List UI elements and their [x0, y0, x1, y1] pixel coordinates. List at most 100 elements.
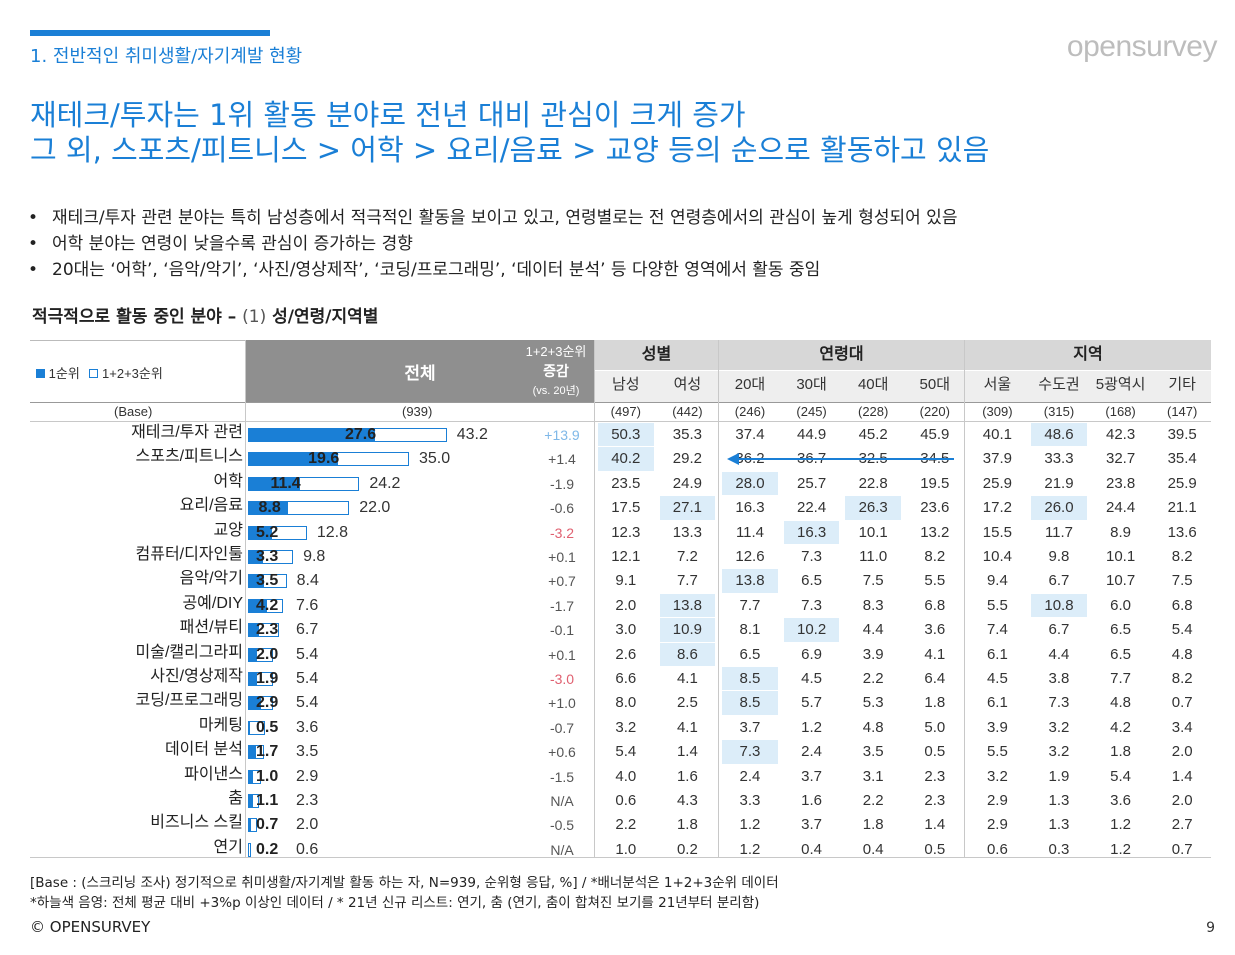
- change-value: +1.4: [548, 451, 576, 468]
- table-cell: 12.3: [611, 523, 641, 541]
- table-cell: 7.4: [986, 621, 1008, 639]
- change-value: -0.7: [549, 719, 575, 736]
- change-header-line-2: 증감: [543, 363, 569, 379]
- headline-line-1: 재테크/투자는 1위 활동 분야로 전년 대비 관심이 크게 증가: [30, 98, 746, 132]
- legend-area: 1순위 1+2+3순위: [30, 340, 245, 402]
- row-label: 연기: [213, 838, 243, 856]
- table-cell: 6.5: [739, 645, 761, 663]
- bar-rank1: [248, 501, 289, 516]
- table-cell: 13.6: [1167, 523, 1197, 541]
- table-cell: 4.4: [862, 621, 884, 639]
- table-cell: 19.5: [920, 474, 950, 492]
- row-label: 데이터 분석: [164, 741, 243, 759]
- row-label: 어학: [213, 472, 243, 490]
- table-cell: 4.1: [676, 670, 698, 687]
- column-header: 50대: [919, 376, 951, 393]
- bar-rank123-label: 3.5: [296, 743, 319, 761]
- table-title-main: 적극적으로 활동 중인 분야 –: [32, 307, 237, 327]
- table-row: 스포츠/피트니스 19.6 35.0 +1.4 40.2 29.2 36.2 36.7 32.5…: [30, 447, 1211, 471]
- table-cell: 3.3: [739, 792, 761, 809]
- row-label: 교양: [213, 521, 243, 539]
- table-cell: 5.4: [615, 743, 637, 761]
- base-value: (220): [919, 404, 950, 419]
- bar-rank1: [248, 842, 249, 857]
- page-number: 9: [1206, 920, 1215, 936]
- table-cell: 3.7: [801, 816, 823, 834]
- bar-rank123-label: 5.4: [296, 670, 319, 687]
- column-header: 남성: [611, 376, 640, 393]
- bar-rank1-label: 27.6: [344, 426, 377, 443]
- table-cell: 0.5: [924, 743, 946, 761]
- table-cell: 0.2: [676, 840, 698, 858]
- table-cell: 26.3: [845, 496, 901, 520]
- table-cell: 25.7: [796, 474, 827, 492]
- base-value: (246): [734, 404, 766, 419]
- table-cell: 32.7: [1105, 450, 1136, 468]
- table-cell: 0.6: [615, 792, 637, 809]
- table-cell: 3.5: [862, 743, 884, 761]
- legend-rank1-label: 1순위: [48, 366, 80, 381]
- table-cell: 3.2: [986, 767, 1008, 785]
- row-label: 음악/악기: [179, 570, 243, 588]
- headline: 재테크/투자는 1위 활동 분야로 전년 대비 관심이 크게 증가 그 외, 스…: [30, 98, 989, 168]
- table-cell: 8.3: [862, 596, 884, 614]
- bar-rank123-label: 24.2: [369, 474, 401, 492]
- table-cell: 1.2: [739, 816, 761, 834]
- table-cell: 4.5: [986, 670, 1008, 687]
- table-cell: 8.6: [659, 642, 716, 666]
- table-cell: 2.9: [986, 816, 1008, 834]
- total-header: 전체: [404, 364, 436, 383]
- table-cell: 1.4: [924, 816, 946, 834]
- column-header: 30대: [796, 376, 827, 393]
- table-cell: 9.8: [1048, 548, 1070, 565]
- row-label: 춤: [228, 790, 243, 807]
- table-cell: 13.2: [920, 523, 950, 541]
- legend: 1순위 1+2+3순위: [36, 363, 163, 382]
- bar-rank1-label: 1.9: [256, 670, 279, 687]
- column-header: 수도권: [1038, 376, 1080, 393]
- table-cell: 25.9: [1167, 474, 1197, 492]
- table-cell: 44.9: [796, 426, 827, 443]
- table-cell: 7.5: [862, 572, 884, 590]
- table-title-sub: (1): [242, 307, 267, 327]
- bar-rank1-label: 0.5: [256, 718, 279, 736]
- trend-arrow-icon: [727, 453, 954, 465]
- table-cell: 2.2: [615, 816, 637, 834]
- column-header: 40대: [857, 376, 889, 393]
- table-cell: 6.5: [1110, 645, 1132, 663]
- row-label: 스포츠/피트니스: [135, 448, 244, 466]
- table-cell: 1.2: [801, 718, 823, 736]
- row-label: 공예/DIY: [182, 594, 243, 612]
- bar-rank123-label: 5.4: [296, 694, 319, 712]
- table-title: 적극적으로 활동 중인 분야 – (1) 성/연령/지역별: [32, 302, 378, 327]
- table-cell: 12.1: [611, 548, 641, 565]
- bullet-item: 어학 분야는 연령이 낮을수록 관심이 증가하는 경향: [28, 231, 957, 257]
- row-label: 비즈니스 스킬: [150, 814, 243, 832]
- table-cell: 13.3: [672, 523, 702, 541]
- table-cell: 2.0: [615, 596, 637, 614]
- legend-rank123-swatch: [89, 369, 99, 378]
- bar-rank1: [248, 598, 268, 613]
- table-cell: 7.3: [801, 548, 823, 565]
- base-divider: [30, 421, 1211, 422]
- bar-rank1: [248, 550, 264, 564]
- change-value: -0.6: [549, 500, 575, 517]
- table-cell: 10.8: [1031, 593, 1087, 618]
- table-cell: 7.2: [676, 548, 698, 565]
- table-cell: 1.2: [739, 840, 761, 858]
- summary-bullets: 재테크/투자 관련 분야는 특히 남성층에서 적극적인 활동을 보이고 있고, …: [28, 205, 957, 283]
- bar-rank123-label: 6.7: [296, 621, 319, 639]
- bar-rank123-label: 8.4: [296, 572, 319, 590]
- table-cell: 1.4: [676, 743, 698, 761]
- base-value: (309): [982, 404, 1013, 419]
- table-cell: 3.4: [1171, 718, 1193, 736]
- table-cell: 21.9: [1044, 474, 1074, 492]
- table-cell: 1.8: [676, 816, 698, 834]
- table-cell: 1.6: [676, 767, 698, 785]
- activity-table: 1순위 1+2+3순위 전체 1+2+3순위 증감 (vs. 20년) 성별 연…: [30, 340, 1211, 858]
- bar-rank1: [248, 623, 259, 638]
- section-title: 1. 전반적인 취미생활/자기계발 현황: [30, 46, 303, 67]
- table-cell: 1.2: [1110, 840, 1132, 858]
- table-cell: 1.8: [862, 816, 884, 834]
- bar-rank1-label: 2.3: [256, 621, 279, 639]
